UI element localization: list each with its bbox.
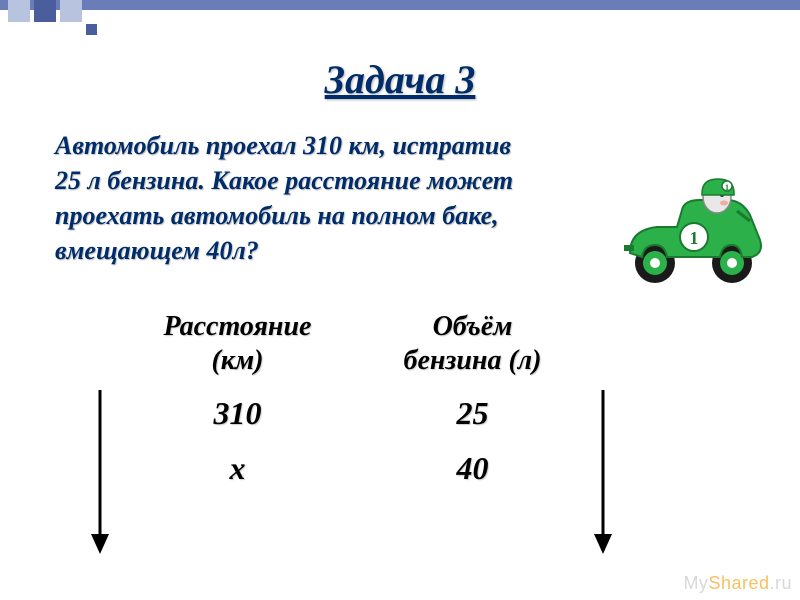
problem-line: проехать автомобиль на полном баке,: [55, 198, 615, 233]
arrow-down-left: [88, 386, 112, 561]
watermark-segment: My: [683, 573, 708, 593]
decor-square: [34, 0, 56, 22]
watermark: MyShared.ru: [683, 573, 792, 594]
proportion-table: Расстояние (км) Объём бензина (л) 310 25…: [120, 310, 590, 505]
svg-text:1: 1: [725, 183, 729, 192]
svg-text:1: 1: [690, 228, 699, 248]
volume-full: 40: [373, 450, 573, 487]
table-row: x 40: [120, 450, 590, 487]
problem-line: 25 л бензина. Какое расстояние может: [55, 163, 615, 198]
header-text: Объём: [373, 310, 573, 344]
watermark-segment: Shared: [708, 573, 769, 593]
col-header-distance: Расстояние (км): [138, 310, 338, 377]
problem-statement: Автомобиль проехал 310 км, истратив 25 л…: [55, 128, 615, 268]
table-row: 310 25: [120, 395, 590, 432]
problem-title: Задача 3: [0, 56, 800, 103]
volume-known: 25: [373, 395, 573, 432]
decor-square: [8, 0, 30, 22]
watermark-segment: .ru: [769, 573, 792, 593]
problem-line: Автомобиль проехал 310 км, истратив: [55, 128, 615, 163]
table-header-row: Расстояние (км) Объём бензина (л): [120, 310, 590, 377]
header-text: бензина (л): [373, 344, 573, 378]
car-illustration: 1 1: [622, 175, 772, 285]
top-corner-squares: [8, 0, 97, 35]
problem-line: вмещающем 40л?: [55, 233, 615, 268]
decor-square: [86, 24, 97, 35]
arrow-down-right: [591, 386, 615, 561]
col-header-volume: Объём бензина (л): [373, 310, 573, 377]
header-text: Расстояние: [138, 310, 338, 344]
header-text: (км): [138, 344, 338, 378]
distance-known: 310: [138, 395, 338, 432]
decor-square: [60, 0, 82, 22]
distance-unknown: x: [138, 450, 338, 487]
top-border-bar: [0, 0, 800, 10]
